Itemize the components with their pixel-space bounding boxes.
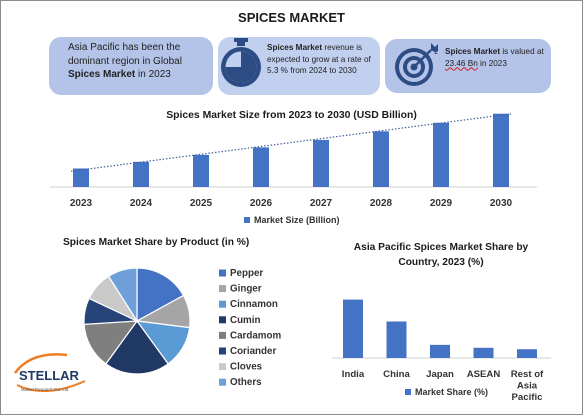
logo-subtitle: Market Research Pvt. Ltd. — [21, 387, 69, 392]
market-size-tick-label: 2023 — [70, 198, 93, 209]
product-share-chart-title: Spices Market Share by Product (in %) — [63, 237, 250, 248]
region-card-post: in 2023 — [135, 69, 171, 80]
market-size-bar — [193, 154, 209, 187]
market-size-tick-label: 2029 — [430, 198, 453, 209]
market-size-tick-label: 2025 — [190, 198, 213, 209]
country-tick-label: Japan — [426, 369, 454, 380]
valuation-card-desc1: is valued at — [500, 47, 544, 56]
country-share-bar — [343, 299, 363, 358]
growth-card-bold: Spices Market — [267, 43, 323, 52]
pie-legend-swatch — [219, 316, 226, 324]
region-card-pre: Asia Pacific has been the dominant regio… — [68, 42, 182, 67]
pie-legend-label: Ginger — [230, 284, 262, 295]
pie-legend-label: Cloves — [230, 362, 263, 373]
valuation-card-bold: Spices Market — [445, 47, 501, 56]
pie-legend-swatch — [219, 331, 226, 339]
market-size-bar — [433, 122, 449, 187]
market-size-bar — [493, 113, 509, 187]
country-share-chart-title: Asia Pacific Spices Market Share by Coun… — [353, 242, 529, 268]
pie-legend-swatch — [219, 378, 226, 386]
market-size-tick-label: 2028 — [370, 198, 393, 209]
valuation-value: 23.46 Bn — [445, 58, 478, 68]
country-share-bar — [386, 321, 407, 358]
market-size-trendline — [70, 113, 512, 172]
market-size-legend-label: Market Size (Billion) — [254, 215, 340, 225]
pie-legend-swatch — [219, 300, 226, 308]
valuation-card-desc2: in 2023 — [477, 58, 507, 68]
pie-legend-label: Cardamom — [230, 330, 281, 341]
pie-slice — [105, 319, 169, 375]
pie-legend-swatch — [219, 285, 226, 293]
pie-legend-swatch — [219, 363, 226, 371]
country-share-bar — [430, 344, 450, 358]
country-share-legend-swatch — [405, 389, 411, 395]
pie-slice — [107, 267, 138, 324]
region-card-bold: Spices Market — [68, 69, 136, 80]
country-tick-label: India — [342, 369, 365, 380]
market-size-bar — [313, 139, 329, 187]
market-size-chart-title: Spices Market Size from 2023 to 2030 (US… — [166, 110, 417, 121]
country-tick-label: Rest of Asia Pacific — [511, 369, 544, 403]
market-size-bar — [133, 161, 149, 187]
market-size-tick-label: 2030 — [490, 198, 513, 209]
valuation-card-text: Spices Market is valued at 23.46 Bn in 2… — [445, 46, 549, 69]
country-share-bar — [473, 347, 494, 358]
logo-name: STELLAR — [19, 368, 80, 383]
pie-legend-label: Cinnamon — [230, 299, 278, 310]
country-tick-label: ASEAN — [467, 369, 501, 380]
pie-legend-label: Others — [230, 377, 262, 388]
market-size-bar — [253, 147, 269, 187]
page-title: SPICES MARKET — [238, 10, 345, 25]
market-size-legend-swatch — [244, 217, 250, 223]
region-card-text: Asia Pacific has been the dominant regio… — [68, 41, 208, 82]
market-size-tick-label: 2024 — [130, 198, 153, 209]
pie-legend-label: Coriander — [230, 346, 276, 357]
country-share-bar — [517, 349, 537, 358]
pie-legend-swatch — [219, 269, 226, 277]
market-size-tick-label: 2026 — [250, 198, 273, 209]
pie-legend-label: Cumin — [230, 315, 260, 326]
pie-legend-swatch — [219, 347, 226, 355]
growth-card-desc: revenue is expected to grow at a rate of… — [267, 43, 371, 75]
market-size-bar — [373, 131, 389, 187]
country-tick-label: China — [383, 369, 410, 380]
growth-card-text: Spices Market revenue is expected to gro… — [267, 42, 377, 77]
market-size-bar — [73, 168, 89, 187]
market-size-tick-label: 2027 — [310, 198, 333, 209]
region-card — [49, 37, 213, 95]
pie-slice — [136, 267, 185, 323]
pie-legend-label: Pepper — [230, 268, 263, 279]
country-share-legend-label: Market Share (%) — [415, 387, 488, 397]
